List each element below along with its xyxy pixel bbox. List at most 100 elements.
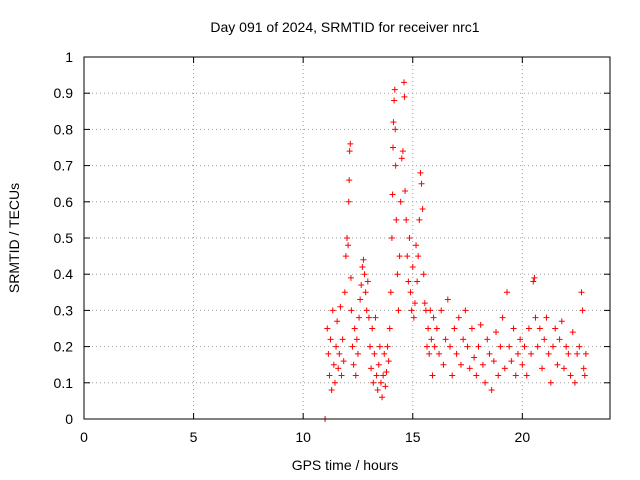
- data-point: [499, 314, 506, 321]
- data-points: [322, 79, 589, 422]
- data-point: [554, 361, 561, 368]
- data-point: [484, 336, 491, 343]
- data-point: [430, 314, 437, 321]
- data-point: [417, 169, 424, 176]
- x-axis-label: GPS time / hours: [292, 457, 399, 473]
- data-point: [353, 336, 360, 343]
- x-tick-label: 10: [295, 429, 311, 445]
- data-point: [490, 358, 497, 365]
- data-point: [400, 79, 407, 86]
- data-point: [543, 314, 550, 321]
- data-point: [411, 300, 418, 307]
- data-point: [334, 318, 341, 325]
- data-point: [482, 379, 489, 386]
- data-point: [449, 372, 456, 379]
- data-point: [350, 361, 357, 368]
- x-tick-label: 5: [190, 429, 198, 445]
- data-point: [346, 148, 353, 155]
- data-point: [408, 307, 415, 314]
- data-point: [335, 365, 342, 372]
- data-point: [530, 278, 537, 285]
- data-point: [383, 368, 390, 375]
- data-point: [352, 372, 359, 379]
- data-point: [346, 177, 353, 184]
- x-tick-label: 0: [80, 429, 88, 445]
- data-point: [385, 358, 392, 365]
- data-point: [375, 361, 382, 368]
- data-point: [427, 307, 434, 314]
- data-point: [539, 365, 546, 372]
- data-point: [521, 343, 528, 350]
- data-point: [440, 361, 447, 368]
- data-point: [493, 329, 500, 336]
- data-point: [333, 343, 340, 350]
- data-point: [425, 325, 432, 332]
- data-point: [421, 300, 428, 307]
- data-point: [429, 372, 436, 379]
- data-point: [413, 242, 420, 249]
- data-point: [379, 394, 386, 401]
- data-point: [514, 350, 521, 357]
- data-point: [342, 253, 349, 260]
- data-point: [325, 350, 332, 357]
- data-point: [331, 379, 338, 386]
- data-point: [479, 361, 486, 368]
- data-point: [477, 321, 484, 328]
- data-point: [382, 383, 389, 390]
- data-point: [399, 148, 406, 155]
- data-point: [337, 303, 344, 310]
- data-point: [388, 235, 395, 241]
- data-point: [354, 350, 361, 357]
- data-point: [475, 343, 482, 350]
- data-point: [393, 216, 400, 223]
- data-point: [420, 271, 427, 278]
- data-point: [488, 387, 495, 394]
- data-point: [402, 187, 409, 194]
- data-point: [466, 365, 473, 372]
- y-tick-label: 0.7: [54, 158, 74, 174]
- data-point: [565, 350, 572, 357]
- data-point: [531, 274, 538, 281]
- data-point: [329, 307, 336, 314]
- data-point: [576, 343, 583, 350]
- data-point: [392, 162, 399, 169]
- data-point: [563, 343, 570, 350]
- data-point: [541, 336, 548, 343]
- data-point: [419, 206, 426, 213]
- data-point: [525, 325, 532, 332]
- data-point: [508, 358, 515, 365]
- data-point: [451, 325, 458, 332]
- data-point: [341, 289, 348, 296]
- data-point: [536, 325, 543, 332]
- data-point: [367, 343, 374, 350]
- data-point: [486, 350, 493, 357]
- data-point: [580, 365, 587, 372]
- data-point: [387, 289, 394, 296]
- data-point: [373, 372, 380, 379]
- data-point: [404, 253, 411, 260]
- data-point: [347, 274, 354, 281]
- data-point: [357, 296, 364, 303]
- data-point: [370, 379, 377, 386]
- data-point: [364, 278, 371, 285]
- y-tick-label: 0.3: [54, 302, 74, 318]
- y-tick-label: 0: [65, 411, 73, 427]
- data-point: [397, 198, 404, 205]
- data-point: [344, 235, 350, 241]
- data-point: [415, 253, 422, 260]
- data-point: [340, 358, 347, 365]
- y-tick-label: 0.6: [54, 194, 74, 210]
- data-point: [394, 271, 401, 278]
- data-point: [371, 350, 378, 357]
- data-point: [503, 289, 510, 296]
- data-point: [453, 350, 460, 357]
- data-point: [460, 336, 467, 343]
- data-point: [390, 119, 397, 126]
- grid-lines: [84, 57, 610, 419]
- data-point: [438, 307, 445, 314]
- data-point: [348, 307, 355, 314]
- data-point: [396, 253, 403, 260]
- data-point: [528, 350, 535, 357]
